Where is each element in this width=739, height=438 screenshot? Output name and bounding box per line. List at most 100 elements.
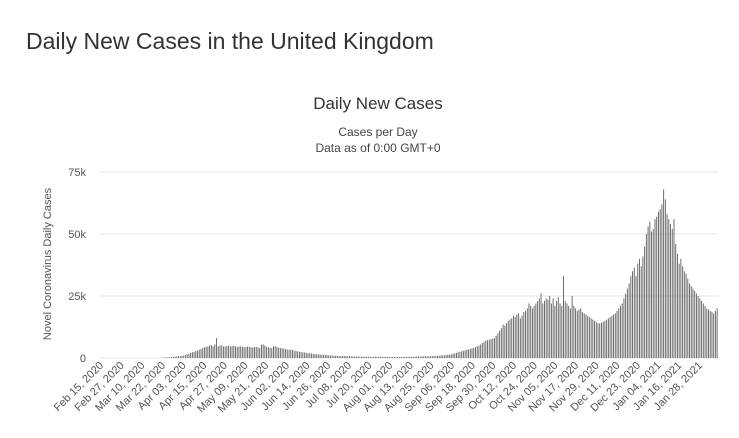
bar[interactable]	[326, 355, 328, 358]
bar[interactable]	[352, 356, 354, 358]
bar[interactable]	[630, 276, 632, 358]
bar[interactable]	[683, 271, 685, 358]
bar[interactable]	[290, 349, 292, 358]
bar[interactable]	[426, 356, 428, 358]
bar[interactable]	[492, 338, 494, 358]
bar[interactable]	[262, 344, 264, 358]
bar[interactable]	[310, 353, 312, 358]
bar[interactable]	[637, 263, 639, 358]
bar[interactable]	[371, 356, 373, 358]
bar[interactable]	[716, 308, 718, 358]
bar[interactable]	[601, 322, 602, 358]
bar[interactable]	[644, 246, 646, 358]
bar[interactable]	[366, 356, 368, 358]
bar[interactable]	[563, 276, 564, 358]
bar[interactable]	[582, 312, 583, 358]
bar[interactable]	[255, 346, 257, 358]
bar[interactable]	[300, 352, 302, 358]
bar[interactable]	[497, 333, 499, 358]
bar[interactable]	[304, 352, 306, 358]
bar[interactable]	[302, 352, 304, 358]
bar[interactable]	[386, 356, 388, 358]
bar[interactable]	[217, 346, 219, 358]
bar[interactable]	[607, 318, 609, 358]
bar[interactable]	[383, 356, 385, 358]
bar[interactable]	[478, 345, 480, 358]
bar[interactable]	[293, 350, 295, 358]
bar[interactable]	[523, 312, 525, 358]
bar[interactable]	[354, 356, 356, 358]
bar[interactable]	[243, 347, 245, 358]
bar[interactable]	[454, 353, 456, 358]
bar[interactable]	[559, 303, 561, 358]
bar[interactable]	[709, 310, 711, 358]
bar[interactable]	[649, 221, 651, 358]
bar[interactable]	[350, 356, 352, 358]
bar[interactable]	[340, 356, 342, 358]
bar[interactable]	[469, 348, 471, 358]
bar[interactable]	[459, 351, 461, 358]
bar[interactable]	[367, 356, 369, 358]
bar[interactable]	[542, 303, 544, 358]
bar[interactable]	[345, 356, 347, 358]
bar[interactable]	[595, 322, 597, 358]
bar[interactable]	[361, 356, 362, 358]
bar[interactable]	[449, 354, 451, 358]
bar[interactable]	[405, 356, 407, 358]
bar[interactable]	[711, 312, 713, 358]
bar[interactable]	[390, 356, 392, 358]
bar[interactable]	[423, 356, 425, 358]
bar[interactable]	[221, 345, 223, 358]
bar[interactable]	[266, 346, 268, 358]
bar[interactable]	[409, 356, 411, 358]
bar[interactable]	[440, 355, 442, 358]
bar[interactable]	[697, 296, 699, 358]
bar[interactable]	[578, 309, 580, 358]
bar[interactable]	[594, 320, 596, 358]
bar[interactable]	[587, 315, 589, 358]
bar[interactable]	[647, 226, 649, 358]
bar[interactable]	[359, 356, 361, 358]
bar[interactable]	[569, 308, 571, 358]
bar[interactable]	[659, 209, 661, 358]
bar[interactable]	[506, 323, 508, 358]
bar[interactable]	[633, 267, 635, 358]
bar[interactable]	[335, 355, 337, 358]
bar[interactable]	[635, 276, 637, 358]
bar[interactable]	[682, 266, 684, 358]
bar[interactable]	[690, 286, 692, 358]
bar[interactable]	[286, 349, 288, 358]
bar[interactable]	[323, 354, 325, 358]
bar[interactable]	[279, 348, 281, 358]
bar[interactable]	[167, 357, 169, 358]
bar[interactable]	[564, 300, 566, 358]
bar[interactable]	[619, 305, 621, 358]
bar[interactable]	[247, 346, 249, 358]
bar[interactable]	[198, 349, 200, 358]
bar[interactable]	[685, 273, 687, 358]
bar[interactable]	[407, 356, 409, 358]
bar[interactable]	[663, 189, 665, 358]
bar[interactable]	[509, 319, 511, 358]
bar[interactable]	[576, 310, 578, 358]
bar[interactable]	[338, 355, 340, 358]
bar[interactable]	[481, 343, 483, 358]
bar[interactable]	[590, 318, 592, 358]
bar[interactable]	[248, 346, 250, 358]
bar[interactable]	[487, 340, 489, 358]
bar[interactable]	[228, 345, 230, 358]
bar[interactable]	[357, 356, 359, 358]
bar[interactable]	[666, 214, 668, 358]
bar[interactable]	[474, 347, 476, 358]
bar[interactable]	[528, 303, 530, 358]
bar[interactable]	[704, 305, 706, 358]
bar[interactable]	[392, 356, 394, 358]
bar[interactable]	[428, 356, 430, 358]
bar[interactable]	[609, 317, 611, 358]
bar[interactable]	[442, 355, 444, 358]
bar[interactable]	[241, 346, 243, 358]
bar[interactable]	[661, 204, 663, 358]
bar[interactable]	[307, 353, 309, 358]
bar[interactable]	[708, 309, 709, 358]
bar[interactable]	[309, 353, 311, 358]
